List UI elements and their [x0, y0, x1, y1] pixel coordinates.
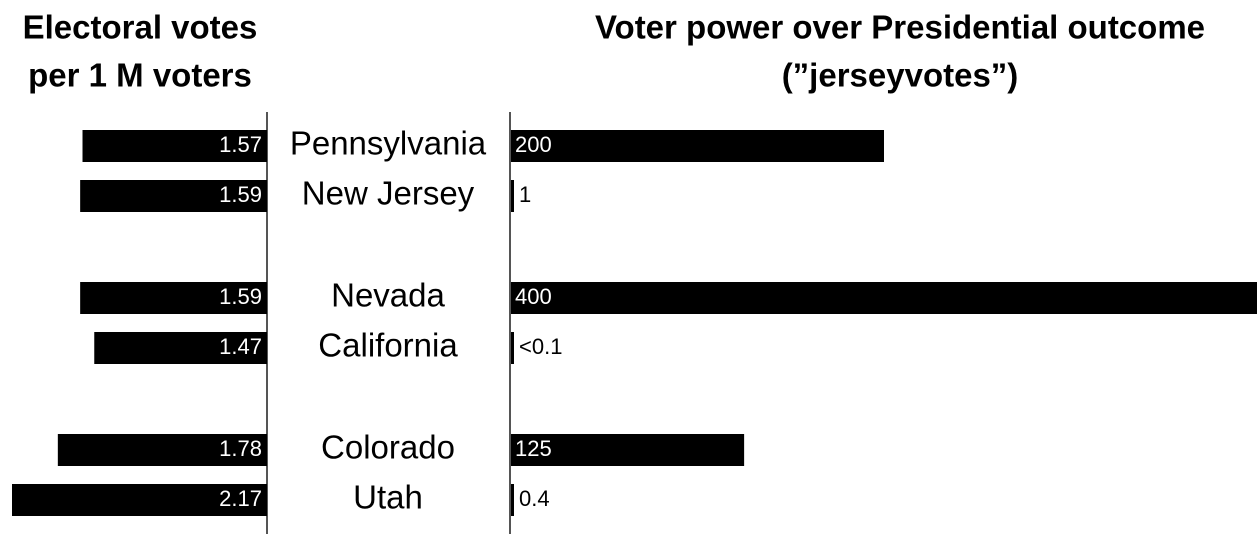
value-label: 2.17	[219, 486, 262, 511]
category-label: Nevada	[331, 277, 445, 314]
bar	[80, 180, 268, 212]
value-label: 200	[515, 132, 552, 157]
bar	[511, 484, 514, 516]
value-label: 125	[515, 436, 552, 461]
value-label: 1.59	[219, 284, 262, 309]
category-label: Pennsylvania	[290, 125, 487, 162]
bar	[80, 282, 268, 314]
value-label: 1.59	[219, 182, 262, 207]
right-title: Voter power over Presidential outcome	[595, 9, 1205, 46]
value-label: 1.57	[219, 132, 262, 157]
right-title: (”jerseyvotes”)	[782, 57, 1019, 94]
left-title: per 1 M voters	[28, 57, 252, 94]
category-label: Colorado	[321, 429, 455, 466]
bar	[511, 434, 745, 466]
bar	[511, 180, 514, 212]
left-title: Electoral votes	[23, 9, 258, 46]
value-label: 0.4	[519, 486, 550, 511]
bar	[57, 434, 267, 466]
bar	[511, 130, 884, 162]
bar	[94, 332, 268, 364]
category-label: California	[318, 327, 458, 364]
category-label: Utah	[353, 479, 423, 516]
value-label: <0.1	[519, 334, 562, 359]
bar	[12, 484, 267, 516]
value-label: 400	[515, 284, 552, 309]
value-label: 1	[519, 182, 531, 207]
bar	[511, 282, 1257, 314]
bar	[511, 332, 514, 364]
bar	[82, 130, 267, 162]
value-label: 1.78	[219, 436, 262, 461]
category-label: New Jersey	[302, 175, 475, 212]
value-label: 1.47	[219, 334, 262, 359]
